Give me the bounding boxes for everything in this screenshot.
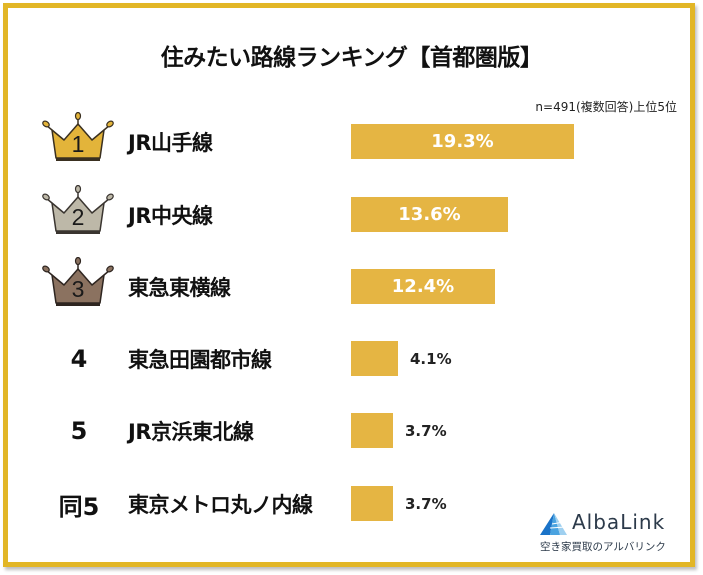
bar-value: 3.7% [405, 494, 447, 513]
ranking-row: 4 東急田園都市線 4.1% [0, 341, 703, 377]
line-name: 東急田園都市線 [128, 348, 272, 372]
bar: 19.3% [351, 124, 574, 159]
rank-number: 4 [70, 345, 88, 373]
ranking-row: 2 JR中央線 13.6% [0, 184, 703, 234]
chart-frame [3, 3, 695, 567]
line-name: JR京浜東北線 [128, 420, 254, 444]
bar-value: 4.1% [410, 349, 452, 368]
bar: 13.6% [351, 197, 508, 232]
rank-number: 同5 [58, 492, 100, 521]
line-name: JR山手線 [128, 131, 213, 155]
bar [351, 486, 393, 521]
sample-note: n=491(複数回答)上位5位 [535, 100, 677, 114]
line-name: JR中央線 [128, 204, 213, 228]
rank-number: 3 [71, 276, 85, 302]
bar-value: 13.6% [398, 204, 461, 225]
ranking-row: 同5 東京メトロ丸ノ内線 3.7% [0, 486, 703, 522]
line-name: 東急東横線 [128, 276, 231, 300]
logo-subtitle: 空き家買取のアルバリンク [540, 541, 666, 553]
chart-title: 住みたい路線ランキング【首都圏版】 [160, 45, 543, 71]
bar [351, 413, 393, 448]
albalink-logo: AlbaLink 空き家買取のアルバリンク [538, 510, 688, 560]
logo-mark-icon [540, 513, 567, 535]
bronze-crown-icon: 3 [42, 256, 114, 309]
bar-value: 3.7% [405, 421, 447, 440]
bar [351, 341, 398, 376]
ranking-row: 5 JR京浜東北線 3.7% [0, 413, 703, 449]
silver-crown-icon: 2 [42, 184, 114, 237]
logo-name: AlbaLink [572, 510, 666, 534]
gold-crown-icon: 1 [42, 111, 114, 164]
rank-number: 2 [71, 204, 85, 230]
rank-number: 1 [71, 131, 85, 157]
ranking-row: 1 JR山手線 19.3% [0, 111, 703, 161]
bar-value: 19.3% [431, 131, 494, 152]
line-name: 東京メトロ丸ノ内線 [128, 493, 313, 517]
ranking-row: 3 東急東横線 12.4% [0, 256, 703, 306]
bar-value: 12.4% [391, 276, 455, 297]
bar: 12.4% [351, 269, 495, 304]
rank-number: 5 [70, 417, 88, 445]
